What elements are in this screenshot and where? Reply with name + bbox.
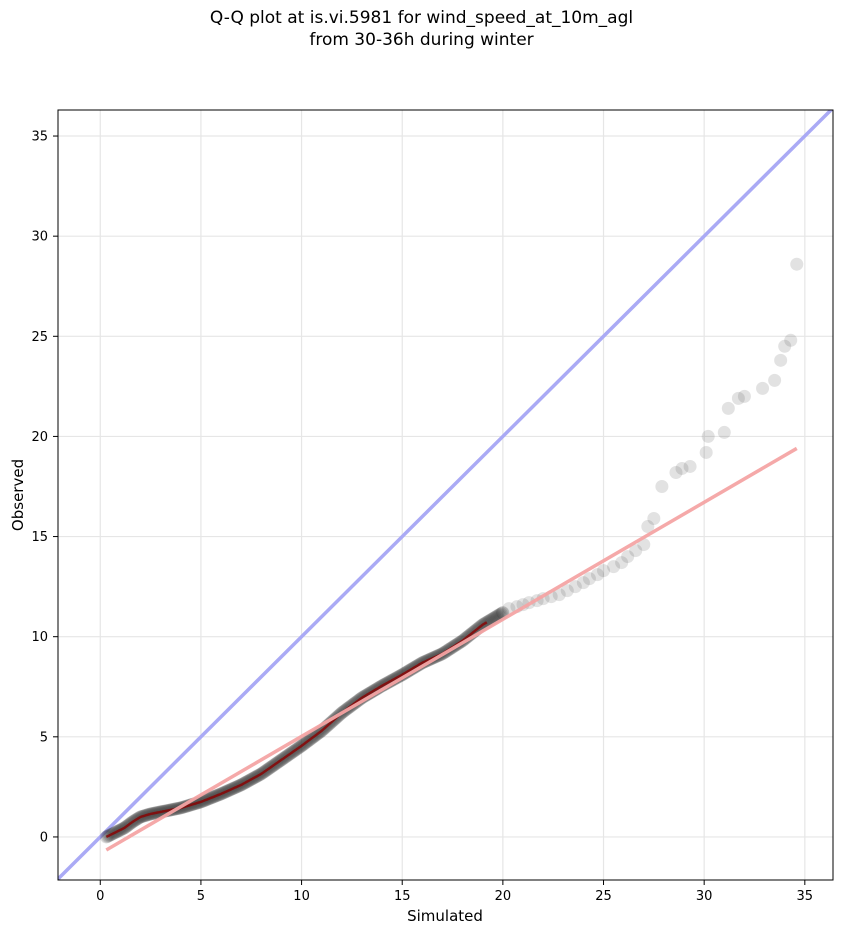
quantile-point	[756, 381, 770, 395]
y-tick-label: 25	[31, 330, 48, 345]
chart-title-line-2: from 30-36h during winter	[309, 30, 534, 50]
quantile-point	[790, 257, 804, 271]
quantile-point	[669, 465, 683, 479]
quantile-point	[576, 576, 590, 590]
x-tick-label: 20	[495, 889, 512, 904]
quantile-point	[615, 556, 629, 570]
quantile-point	[597, 564, 611, 578]
quantile-point	[721, 401, 735, 415]
chart-title-line-1: Q-Q plot at is.vi.5981 for wind_speed_at…	[209, 8, 634, 28]
quantile-point	[683, 459, 697, 473]
y-tick-label: 0	[40, 830, 48, 845]
quantile-point	[568, 580, 582, 594]
x-tick-label: 0	[96, 889, 104, 904]
y-tick-label: 30	[31, 230, 48, 245]
y-tick-label: 10	[31, 630, 48, 645]
plot-area	[58, 110, 833, 880]
quantile-point	[621, 550, 635, 564]
axis-ticks: 0 5 10 15 20 25 30 35 0 5 10 15 20 25 30 35	[31, 130, 813, 904]
quantile-point	[655, 479, 669, 493]
quantile-point	[560, 584, 574, 598]
identity-line	[58, 110, 833, 880]
quantile-point	[582, 572, 596, 586]
quantile-point	[731, 391, 745, 405]
x-tick-label: 10	[293, 889, 310, 904]
axes-frame	[57, 109, 834, 881]
x-tick-label: 5	[197, 889, 205, 904]
quantile-point	[784, 333, 798, 347]
fit-line	[105, 446, 798, 852]
quantile-point	[99, 830, 113, 844]
quantile-point	[675, 461, 689, 475]
quantile-point	[607, 560, 621, 574]
x-tick-label: 15	[394, 889, 411, 904]
quantile-point	[774, 353, 788, 367]
y-tick-label: 20	[31, 430, 48, 445]
quantile-point	[699, 445, 713, 459]
quantile-point	[502, 602, 516, 616]
quantile-point	[768, 373, 782, 387]
quantile-point	[552, 588, 566, 602]
quantile-point	[737, 389, 751, 403]
quantile-point	[717, 425, 731, 439]
y-axis-label: Observed	[9, 459, 27, 531]
x-tick-label: 30	[696, 889, 713, 904]
dense-quantile-trace	[105, 621, 488, 839]
quantile-point	[778, 339, 792, 353]
y-tick-label: 35	[31, 130, 48, 145]
quantile-point	[647, 512, 661, 526]
x-tick-label: 35	[797, 889, 814, 904]
quantile-point	[641, 520, 655, 534]
x-axis-label: Simulated	[407, 907, 483, 925]
x-tick-label: 25	[595, 889, 612, 904]
quantile-point	[701, 429, 715, 443]
quantile-point	[590, 568, 604, 582]
quantile-point	[629, 544, 643, 558]
y-tick-label: 5	[40, 730, 48, 745]
y-tick-label: 15	[31, 530, 48, 545]
grid-lines	[58, 110, 833, 880]
